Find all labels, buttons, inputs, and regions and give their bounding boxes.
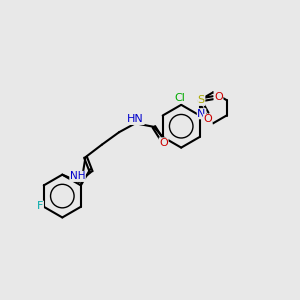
Text: F: F xyxy=(37,201,44,211)
Text: N: N xyxy=(197,109,206,119)
Text: NH: NH xyxy=(70,171,85,182)
Text: Cl: Cl xyxy=(174,93,185,103)
Text: O: O xyxy=(203,114,212,124)
Text: O: O xyxy=(214,92,223,101)
Text: S: S xyxy=(198,95,205,105)
Text: HN: HN xyxy=(127,114,144,124)
Text: O: O xyxy=(159,138,168,148)
